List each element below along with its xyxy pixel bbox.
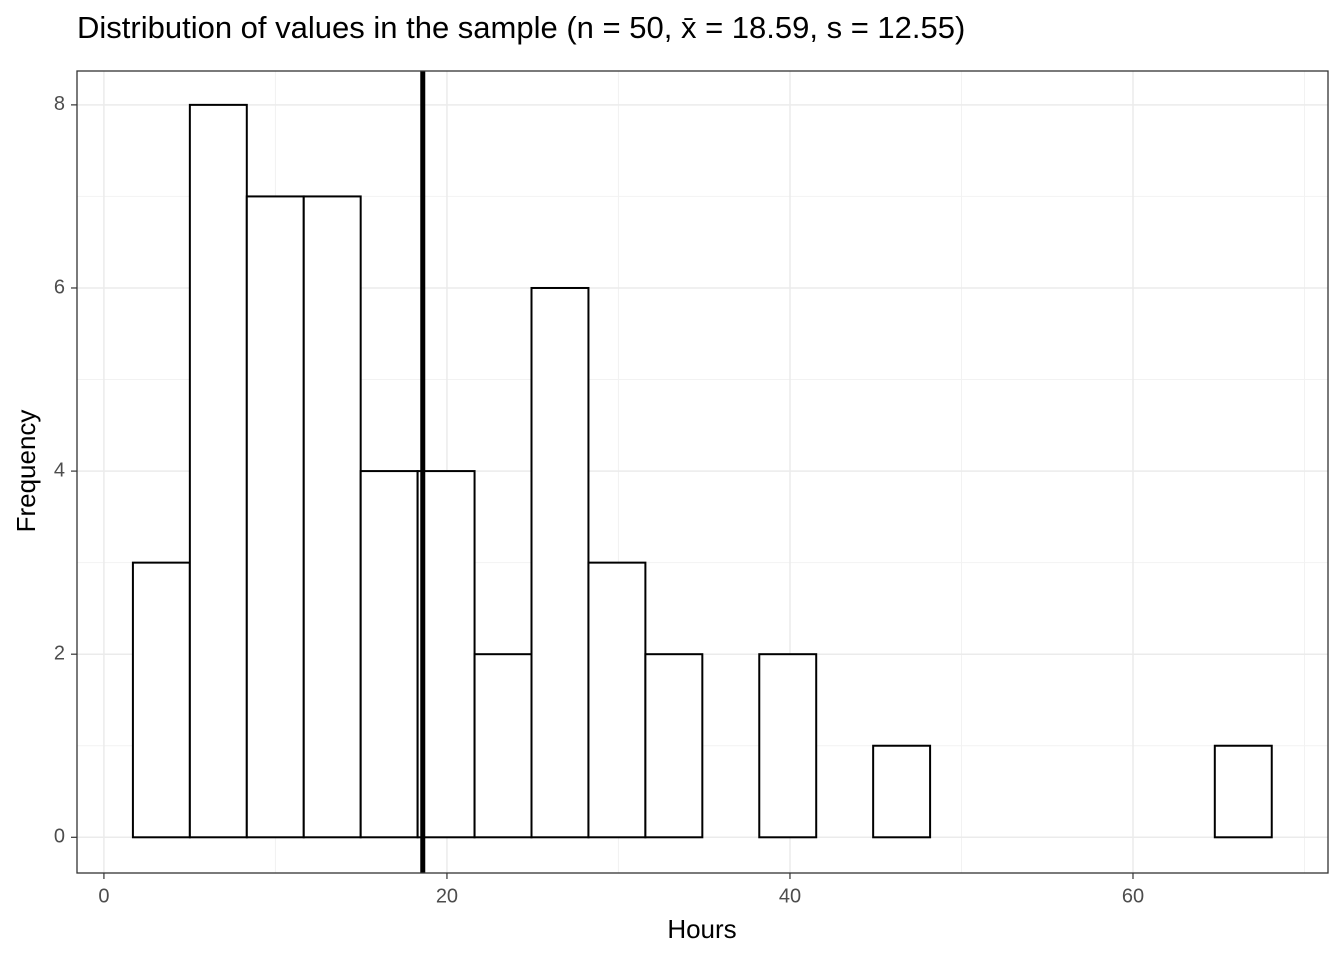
bar — [1213, 744, 1273, 839]
y-tick-label: 6 — [54, 276, 65, 298]
x-axis-label: Hours — [667, 914, 736, 944]
bar — [416, 470, 476, 839]
y-tick-label: 8 — [54, 93, 65, 115]
bar — [131, 561, 191, 839]
y-axis-label: Frequency — [11, 410, 41, 533]
y-tick-label: 4 — [54, 459, 65, 481]
x-tick-label: 60 — [1122, 885, 1144, 907]
bar — [644, 653, 704, 839]
bar — [587, 561, 647, 839]
x-tick-label: 0 — [98, 885, 109, 907]
x-tick-label: 40 — [779, 885, 801, 907]
bar — [530, 286, 590, 839]
x-tick-label: 20 — [436, 885, 458, 907]
bar — [758, 653, 818, 839]
bar — [188, 103, 248, 839]
y-tick-label: 0 — [54, 826, 65, 848]
chart-title: Distribution of values in the sample (n … — [77, 10, 965, 45]
bar — [872, 744, 932, 839]
bar — [359, 470, 419, 839]
bar — [473, 653, 533, 839]
panel-border — [76, 70, 1329, 874]
bar — [245, 195, 305, 839]
bar — [302, 195, 362, 839]
y-tick-label: 2 — [54, 642, 65, 664]
